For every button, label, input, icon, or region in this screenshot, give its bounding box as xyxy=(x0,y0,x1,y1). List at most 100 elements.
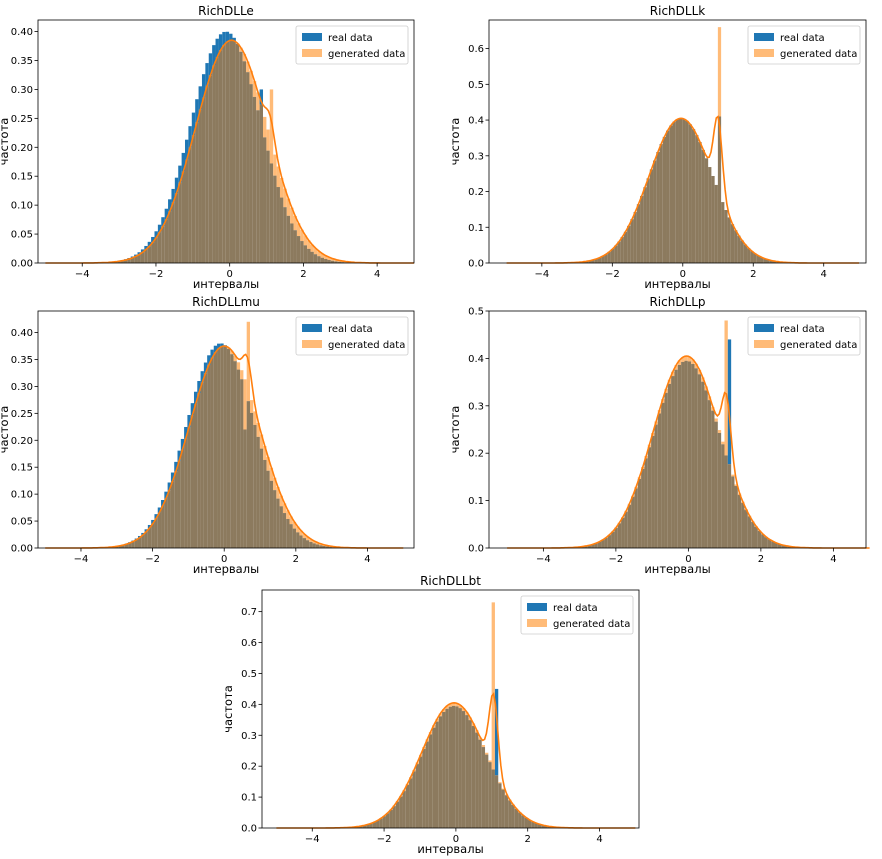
generated-bar xyxy=(488,760,492,763)
generated-bar xyxy=(307,240,311,249)
overlap-bar xyxy=(766,259,770,263)
overlap-bar xyxy=(185,159,189,263)
legend-swatch-real xyxy=(302,33,322,41)
real-bar xyxy=(195,99,199,123)
overlap-bar xyxy=(210,357,214,548)
overlap-bar xyxy=(359,826,363,828)
overlap-bar xyxy=(329,546,333,548)
overlap-bar xyxy=(369,823,373,828)
overlap-bar xyxy=(534,823,538,828)
overlap-bar xyxy=(731,476,735,548)
generated-bar xyxy=(305,536,310,541)
overlap-bar xyxy=(405,784,410,828)
overlap-bar xyxy=(235,43,240,264)
overlap-bar xyxy=(698,142,702,263)
generated-bar xyxy=(485,752,489,755)
real-bar xyxy=(213,345,218,353)
overlap-bar xyxy=(151,523,155,548)
chart-panel-1: −4 −2 0 2 4 0.00 0.05 0.10 0.15 0.20 0.25 0.30 0.35 0… xyxy=(0,4,415,291)
overlap-bar xyxy=(415,764,419,828)
overlap-bar xyxy=(282,513,287,548)
real-bar xyxy=(187,414,191,428)
overlap-bar xyxy=(140,252,145,263)
real-bar xyxy=(164,491,168,499)
overlap-bar xyxy=(640,195,644,263)
overlap-bar xyxy=(601,256,605,263)
overlap-bar xyxy=(669,125,673,263)
overlap-bar xyxy=(299,535,303,548)
generated-bar xyxy=(246,61,250,73)
generated-bar xyxy=(677,360,682,365)
generated-bar xyxy=(442,709,446,713)
overlap-bar xyxy=(751,521,755,548)
overlap-bar xyxy=(750,251,754,263)
overlap-bar xyxy=(607,251,611,263)
overlap-bar xyxy=(675,119,679,263)
overlap-bar xyxy=(229,40,233,263)
overlap-bar xyxy=(584,261,589,263)
generated-bar xyxy=(303,235,308,246)
overlap-bar xyxy=(701,149,705,263)
overlap-bar xyxy=(276,187,280,263)
generated-bar xyxy=(233,355,237,362)
generated-bar xyxy=(697,369,702,375)
overlap-bar xyxy=(617,241,621,263)
overlap-bar xyxy=(651,435,655,548)
generated-bar xyxy=(239,47,243,52)
y-axis-label: частота xyxy=(448,406,462,454)
overlap-bar xyxy=(624,511,628,548)
overlap-bar xyxy=(767,539,772,548)
overlap-bar xyxy=(620,237,624,263)
y-tick-label: 0.10 xyxy=(11,201,33,212)
generated-bar xyxy=(279,495,283,507)
overlap-bar xyxy=(217,348,221,548)
real-bar xyxy=(147,524,152,528)
overlap-bar xyxy=(151,242,155,263)
overlap-bar xyxy=(647,447,652,548)
overlap-bar xyxy=(233,361,237,548)
overlap-bar xyxy=(337,261,342,263)
overlap-bar xyxy=(644,458,648,548)
x-tick-label: 0 xyxy=(685,554,691,565)
y-tick-label: 0.00 xyxy=(11,259,33,270)
overlap-bar xyxy=(704,158,709,263)
overlap-bar xyxy=(315,544,320,548)
overlap-bar xyxy=(191,135,196,263)
overlap-bar xyxy=(302,538,306,548)
overlap-bar xyxy=(259,448,264,548)
overlap-bar xyxy=(246,72,250,263)
overlap-bar xyxy=(714,421,718,548)
real-bar xyxy=(171,188,175,203)
generated-bar xyxy=(290,207,294,224)
overlap-bar xyxy=(141,534,145,548)
overlap-bar xyxy=(376,820,380,828)
overlap-bar xyxy=(461,711,466,828)
x-tick-label: −2 xyxy=(377,834,392,845)
overlap-bar xyxy=(127,259,131,263)
real-bar xyxy=(157,224,162,233)
overlap-bar xyxy=(537,824,542,828)
real-bar xyxy=(177,450,181,461)
histogram-bars xyxy=(514,320,848,548)
overlap-bar xyxy=(164,498,168,548)
real-bar xyxy=(220,343,224,347)
histogram-bars xyxy=(52,321,382,548)
overlap-bar xyxy=(671,376,675,548)
real-bar xyxy=(168,199,172,212)
overlap-bar xyxy=(634,488,638,548)
generated-bar xyxy=(259,434,264,449)
overlap-bar xyxy=(220,346,224,548)
legend: real data generated data xyxy=(747,316,861,356)
y-tick-label: 0.0 xyxy=(468,544,484,555)
overlap-bar xyxy=(504,795,509,828)
generated-bar xyxy=(283,188,287,208)
generated-bar xyxy=(465,712,469,716)
legend-swatch-generated xyxy=(754,340,774,348)
overlap-bar xyxy=(392,806,396,828)
overlap-bar xyxy=(286,215,291,263)
overlap-bar xyxy=(190,415,194,548)
axes-frame xyxy=(37,310,415,549)
overlap-bar xyxy=(269,163,274,263)
real-bar xyxy=(144,529,148,532)
legend-swatch-generated xyxy=(527,619,547,627)
